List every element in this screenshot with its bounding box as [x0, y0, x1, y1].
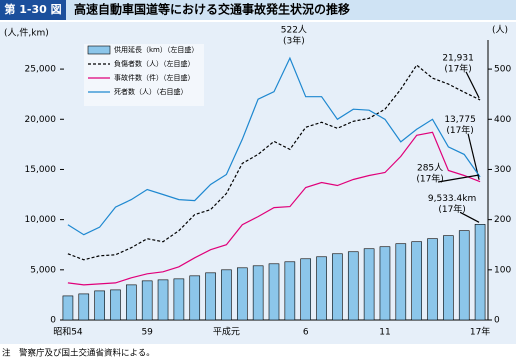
value-label: 285人: [417, 162, 443, 173]
value-label: 21,931: [442, 53, 474, 63]
bar: [458, 230, 470, 321]
bar: [474, 224, 486, 321]
y2-tick-label: 400: [494, 115, 511, 125]
annotation-arrow: [459, 211, 480, 223]
bar: [126, 284, 137, 321]
bar: [252, 265, 264, 321]
y-tick-label: 15,000: [25, 165, 57, 175]
bar: [62, 295, 74, 321]
series-line: [67, 131, 481, 286]
bar: [173, 278, 185, 321]
bar: [284, 261, 296, 321]
value-note: (17年): [444, 62, 471, 74]
bar: [411, 241, 422, 321]
bar: [157, 279, 169, 321]
legend-label: 供用延長（km）（左目盛）: [114, 45, 198, 54]
value-note: (17年): [416, 172, 443, 184]
y2-tick-label: 0: [494, 316, 500, 326]
bar: [332, 253, 343, 321]
y2-tick-label: 500: [494, 65, 511, 75]
x-tick-label: 11: [379, 328, 390, 338]
y2-tick-label: 200: [494, 215, 511, 225]
y-tick-label: 0: [50, 316, 56, 326]
value-label: 13,775: [444, 115, 476, 125]
x-tick-label: 6: [303, 328, 309, 338]
bar: [395, 243, 407, 321]
series-line: [67, 64, 481, 261]
bar: [427, 238, 438, 321]
y2-tick-label: 100: [494, 265, 511, 275]
legend-box: [84, 44, 204, 106]
bar: [347, 251, 359, 321]
bar: [300, 258, 312, 321]
series-line: [67, 56, 481, 236]
bar: [268, 263, 280, 321]
x-tick-label: 昭和54: [53, 327, 83, 338]
bar: [316, 256, 327, 321]
annotation-arrow: [437, 174, 480, 183]
y2-axis-label: (人): [492, 25, 508, 36]
value-note: (17年): [438, 203, 465, 215]
chart-title: 高速自動車国道等における交通事故発生状況の推移: [74, 2, 350, 17]
bar: [363, 248, 375, 321]
bar: [221, 269, 232, 321]
x-tick-label: 平成元: [213, 326, 240, 338]
bar: [379, 246, 391, 321]
y-axis-label: (人,件,km): [4, 27, 49, 39]
value-note: (3年): [283, 35, 305, 47]
x-tick-label: 59: [141, 328, 153, 338]
legend-swatch: [87, 45, 111, 55]
value-note: (17年): [446, 124, 473, 136]
figure-badge: [0, 0, 66, 20]
legend-label: 負傷者数（人）（左目盛）: [114, 59, 195, 68]
bar: [141, 280, 153, 321]
y-tick-label: 10,000: [25, 215, 57, 225]
y-tick-label: 5,000: [30, 265, 56, 275]
bar: [189, 275, 201, 321]
bar: [205, 272, 216, 321]
bar: [443, 235, 454, 321]
bar: [78, 293, 90, 321]
annotation-arrow: [465, 71, 480, 99]
bar: [236, 267, 248, 321]
y-tick-label: 25,000: [25, 65, 57, 75]
value-label: 522人: [281, 25, 307, 36]
x-tick-label: 17年: [470, 326, 490, 338]
bar: [110, 289, 121, 321]
figure-label: 第 1-30 図: [4, 2, 61, 16]
bar: [94, 290, 105, 321]
y2-tick-label: 300: [494, 165, 511, 175]
y-tick-label: 20,000: [25, 115, 57, 125]
legend-label: 事故件数（件）（左目盛）: [114, 73, 195, 82]
footnote: 注 警察庁及び国土交通省資料による。: [2, 348, 155, 359]
legend-label: 死者数（人）（右目盛）: [114, 87, 188, 96]
value-label: 9,533.4km: [428, 194, 476, 204]
header-band: [0, 0, 516, 20]
